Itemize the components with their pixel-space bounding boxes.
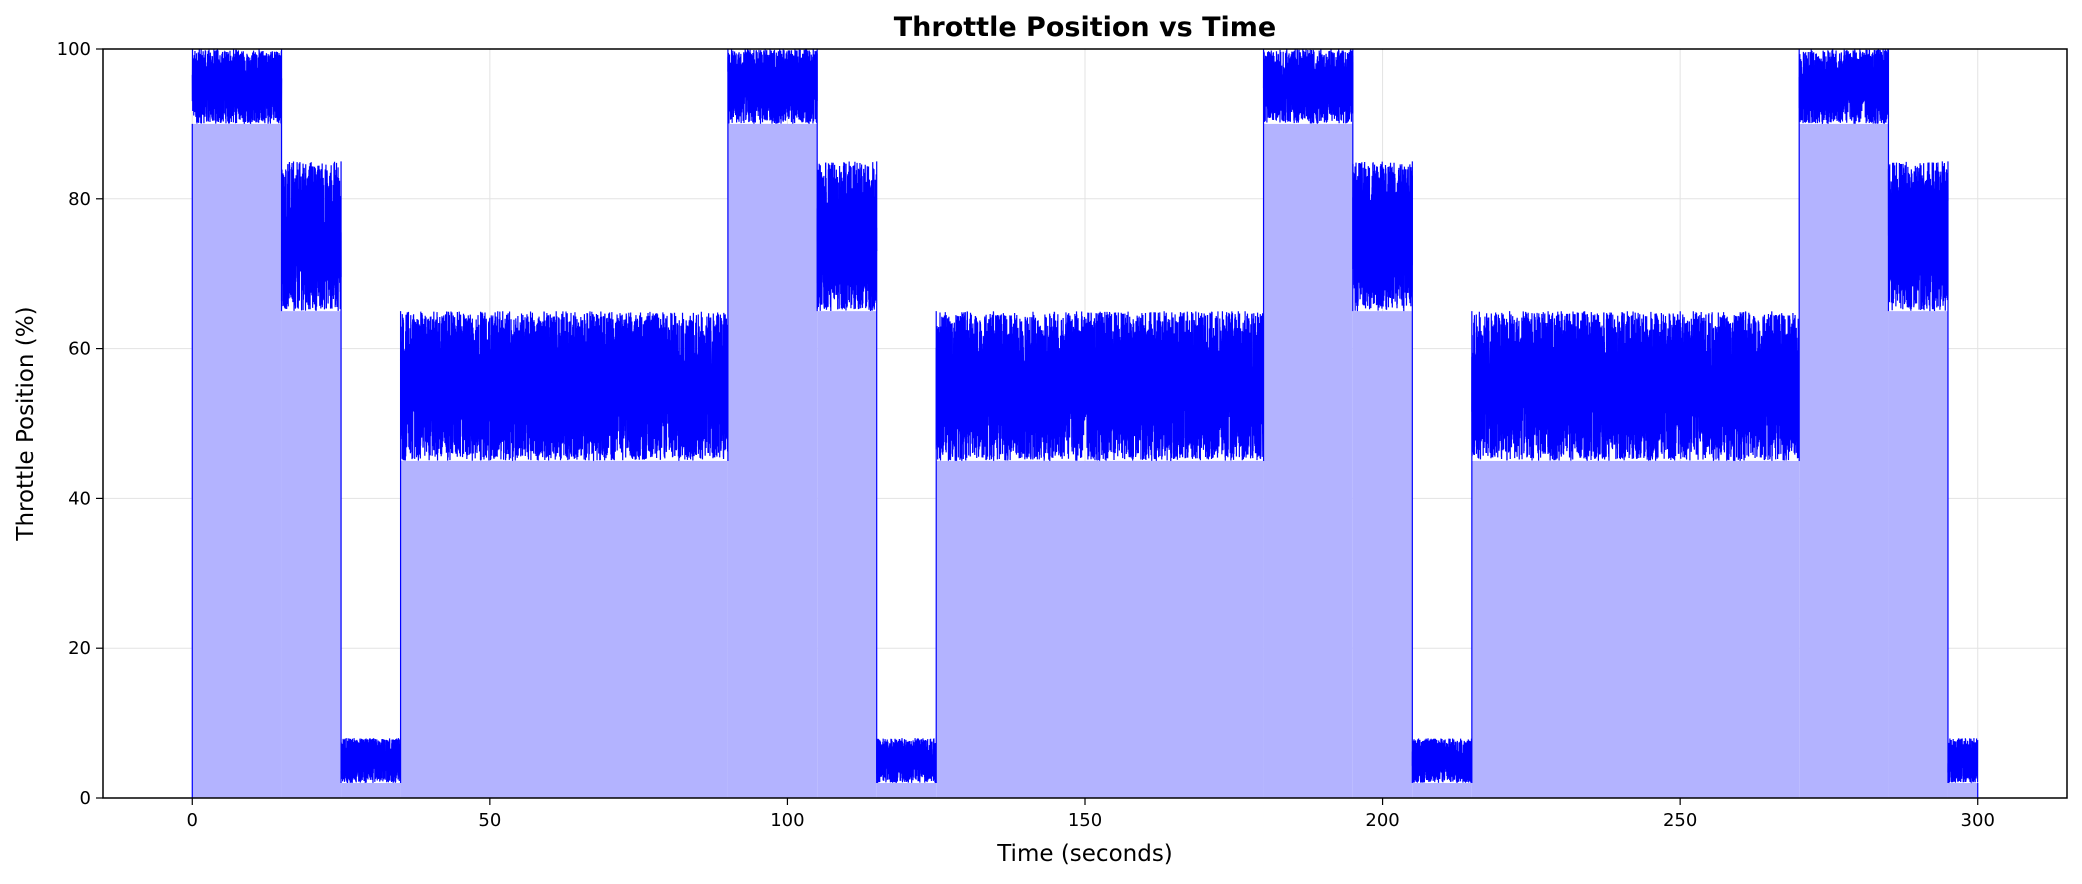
segment-line-14 bbox=[1947, 738, 1979, 784]
x-axis-label: Time (seconds) bbox=[996, 841, 1173, 867]
segment-line-9 bbox=[1352, 161, 1413, 312]
segment-area-7 bbox=[936, 460, 1264, 798]
segment-area-13 bbox=[1888, 311, 1948, 798]
chart-title: Throttle Position vs Time bbox=[894, 12, 1276, 43]
x-tick-label: 150 bbox=[1068, 810, 1102, 831]
segment-area-9 bbox=[1352, 311, 1413, 798]
segment-area-6 bbox=[876, 783, 937, 798]
x-tick-label: 100 bbox=[770, 810, 804, 831]
segment-area-5 bbox=[817, 311, 877, 798]
x-tick-label: 50 bbox=[478, 810, 501, 831]
segment-line-12 bbox=[1798, 49, 1890, 124]
data-layer bbox=[191, 48, 1979, 798]
segment-line-3 bbox=[399, 311, 729, 461]
segment-line-5 bbox=[816, 161, 878, 312]
segment-line-1 bbox=[280, 161, 342, 311]
segment-area-0 bbox=[192, 123, 282, 798]
segment-area-11 bbox=[1471, 460, 1800, 798]
segment-area-2 bbox=[341, 783, 401, 798]
segment-area-12 bbox=[1799, 123, 1889, 798]
segment-area-4 bbox=[727, 123, 818, 798]
x-tick-label: 300 bbox=[1961, 810, 1995, 831]
segment-area-1 bbox=[281, 311, 342, 798]
segment-line-13 bbox=[1887, 161, 1949, 312]
y-tick-label: 20 bbox=[68, 638, 91, 659]
segment-line-11 bbox=[1471, 311, 1800, 461]
y-tick-label: 40 bbox=[68, 488, 91, 509]
segment-line-10 bbox=[1411, 738, 1473, 784]
y-tick-label: 0 bbox=[80, 788, 91, 809]
segment-line-6 bbox=[876, 738, 937, 783]
tick-layer: 0 50 100 150 200 250 300 0 20 40 60 80 100 bbox=[57, 39, 1995, 831]
y-axis-label: Throttle Position (%) bbox=[13, 306, 39, 541]
segment-area-14 bbox=[1947, 783, 1978, 798]
y-tick-label: 100 bbox=[57, 39, 91, 60]
segment-area-8 bbox=[1263, 123, 1353, 798]
segment-line-0 bbox=[191, 49, 283, 124]
segment-area-3 bbox=[400, 460, 728, 798]
segment-line-2 bbox=[340, 737, 402, 784]
x-tick-label: 250 bbox=[1663, 810, 1697, 831]
x-tick-label: 0 bbox=[187, 810, 198, 831]
segment-line-4 bbox=[727, 48, 818, 124]
segment-line-7 bbox=[935, 311, 1265, 461]
y-tick-label: 80 bbox=[68, 189, 91, 210]
x-tick-label: 200 bbox=[1365, 810, 1399, 831]
segment-line-8 bbox=[1262, 48, 1354, 124]
y-tick-label: 60 bbox=[68, 339, 91, 360]
segment-area-10 bbox=[1412, 783, 1472, 798]
